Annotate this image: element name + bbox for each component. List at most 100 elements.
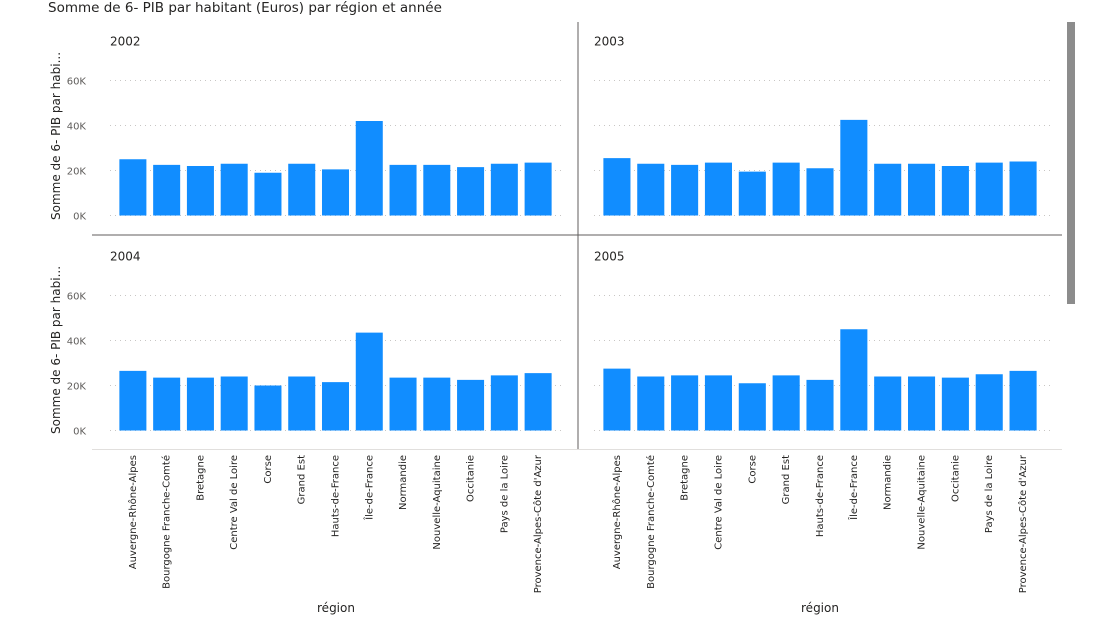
y-tick-label: 20K (67, 382, 87, 393)
bar (220, 163, 248, 216)
bar (321, 382, 350, 431)
bar (908, 163, 936, 216)
bar (490, 163, 518, 216)
bar (637, 163, 665, 216)
x-axis-label-right: région (801, 601, 839, 615)
x-tick-label: Occitanie (950, 455, 961, 502)
bar (603, 158, 631, 216)
x-tick-label: Auvergne-Rhône-Alpes (611, 455, 623, 569)
x-tick-label: Corse (263, 455, 274, 484)
bar (186, 166, 214, 216)
x-tick-label: Hauts-de-France (331, 455, 342, 537)
bar (840, 329, 868, 431)
x-tick-label: Provence-Alpes-Côte d'Azur (1017, 454, 1029, 593)
bar (524, 162, 552, 216)
bar (637, 376, 665, 431)
bar (671, 375, 699, 431)
x-tick-label: Provence-Alpes-Côte d'Azur (532, 454, 544, 593)
x-tick-label: Normandie (883, 455, 894, 510)
x-tick-label: Centre Val de Loire (713, 455, 724, 550)
bar (603, 368, 631, 431)
bar (119, 159, 147, 216)
bar (941, 377, 969, 431)
vertical-scrollbar[interactable] (1067, 22, 1075, 304)
bar (840, 119, 868, 216)
bar (704, 162, 732, 216)
x-tick-label: Pays de la Loire (984, 455, 995, 533)
bar (288, 376, 316, 431)
bar (806, 379, 834, 431)
x-tick-label: Occitanie (466, 455, 477, 502)
x-tick-label: Bretagne (195, 455, 206, 501)
y-tick-label: 0K (73, 212, 86, 223)
chart-title: Somme de 6- PIB par habitant (Euros) par… (48, 0, 442, 16)
bar (321, 169, 350, 216)
bar (975, 374, 1003, 431)
bar (524, 373, 552, 431)
x-tick-label: Centre Val de Loire (229, 455, 240, 550)
x-tick-label: Hauts-de-France (815, 455, 826, 537)
bar (389, 377, 417, 431)
bar (457, 379, 485, 431)
panel-year-label: 2002 (110, 35, 141, 49)
x-tick-label: Nouvelle-Aquitaine (432, 455, 443, 550)
y-tick-label: 60K (67, 292, 87, 303)
x-tick-label: Bourgogne Franche-Comté (645, 455, 657, 589)
panel-year-label: 2005 (594, 250, 625, 264)
bar (119, 370, 147, 431)
bar (941, 166, 969, 216)
x-tick-label: Grand Est (297, 455, 308, 504)
bar (355, 121, 383, 216)
panel-year-label: 2003 (594, 35, 625, 49)
y-axis-label-top: Somme de 6- PIB par habi... (49, 52, 63, 220)
bar (389, 164, 417, 216)
y-tick-label: 0K (73, 427, 86, 438)
panel-2004: 2004 0K 20K 40K 60K Auvergne-Rhône-Alpes Bourg… (67, 250, 565, 593)
bar (220, 376, 248, 431)
y-tick-label: 60K (67, 77, 87, 88)
panel-2003: 2003 (594, 35, 1050, 216)
y-tick-label: 40K (67, 122, 87, 133)
bar (874, 163, 902, 216)
bar (186, 377, 214, 431)
bar (772, 375, 800, 431)
x-tick-label: Normandie (398, 455, 409, 510)
bar (671, 164, 699, 216)
x-tick-label: Pays de la Loire (499, 455, 510, 533)
bar (738, 383, 766, 431)
x-tick-label: Nouvelle-Aquitaine (917, 455, 928, 550)
bar (153, 377, 181, 431)
x-tick-label: Bourgogne Franche-Comté (161, 455, 173, 589)
panel-year-label: 2004 (110, 250, 141, 264)
x-tick-label: Île-de-France (362, 455, 375, 521)
x-tick-label: Bretagne (680, 455, 691, 501)
x-tick-label: Grand Est (781, 455, 792, 504)
panel-2005: 2005 Auvergne-Rhône-Alpes Bourgogne Franch… (594, 250, 1050, 593)
bar (704, 375, 732, 431)
bar (423, 164, 451, 216)
bar (874, 376, 902, 431)
bar (355, 332, 383, 431)
y-axis-label-bottom: Somme de 6- PIB par habi... (49, 266, 63, 434)
bar (153, 164, 181, 216)
bar (423, 377, 451, 431)
bar (738, 171, 766, 216)
y-tick-label: 20K (67, 167, 87, 178)
bar (254, 385, 282, 431)
bar (806, 168, 834, 216)
bar (1009, 161, 1037, 216)
bar (772, 162, 800, 216)
panel-2002: 2002 0K 20K 40K 60K (67, 35, 565, 223)
x-tick-label: Corse (747, 455, 758, 484)
x-axis-label-left: région (317, 601, 355, 615)
bar (1009, 370, 1037, 431)
x-tick-label: Île-de-France (847, 455, 860, 521)
bar (975, 162, 1003, 216)
bar (457, 167, 485, 216)
bar (288, 163, 316, 216)
bar (490, 375, 518, 431)
y-tick-label: 40K (67, 337, 87, 348)
bar (254, 172, 282, 216)
bar (908, 376, 936, 431)
